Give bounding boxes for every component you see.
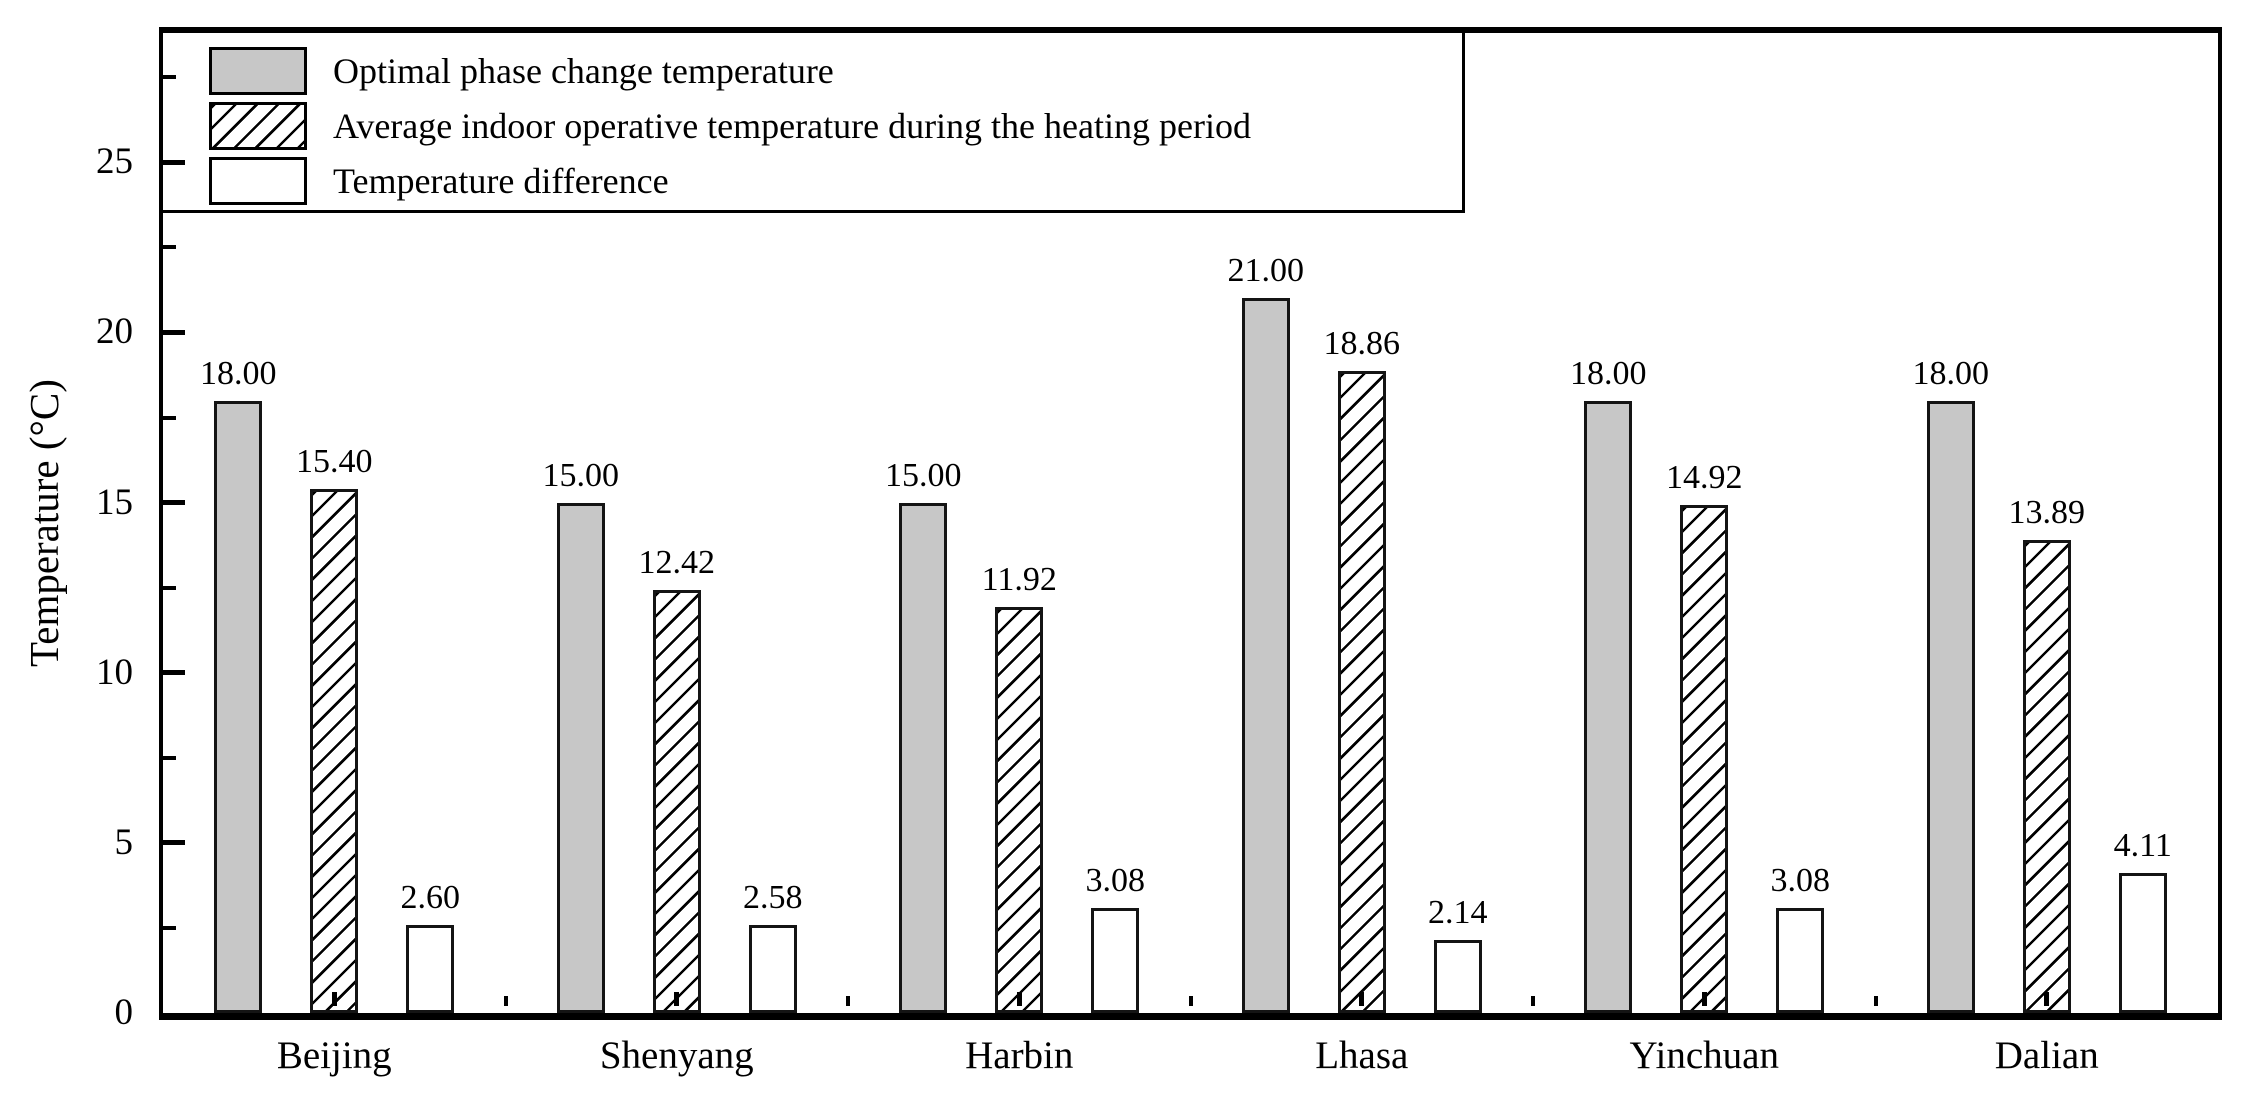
y-major-tick (163, 500, 185, 506)
x-minor-tick (846, 996, 850, 1006)
legend-item-temperature-difference: Temperature difference (209, 157, 1462, 205)
x-major-tick (2044, 992, 2050, 1006)
x-category-label: Lhasa (1315, 1034, 1409, 1077)
y-axis-tick-labels: 0 5 10 15 20 25 (0, 33, 148, 1033)
bar-value-label: 15.00 (542, 456, 620, 494)
y-major-tick (163, 670, 185, 676)
legend-swatch-white (209, 157, 307, 205)
x-major-tick (1016, 992, 1022, 1006)
x-major-tick (331, 992, 337, 1006)
y-minor-tick (163, 245, 176, 250)
bar-value-label: 18.00 (1570, 354, 1647, 392)
legend: Optimal phase change temperature Average… (163, 33, 1465, 213)
legend-item-optimal: Optimal phase change temperature (209, 47, 1462, 95)
y-tick-label: 10 (96, 651, 133, 693)
y-tick-label: 25 (96, 141, 133, 183)
bar-value-label: 15.00 (885, 456, 962, 494)
bar-value-label: 15.40 (296, 442, 373, 480)
x-axis-category-labels: Beijing Shenyang Harbin Lhasa Yinchuan Dalian (163, 1030, 2218, 1090)
bar-value-label: 3.08 (1085, 862, 1146, 900)
legend-label: Temperature difference (333, 161, 669, 201)
y-tick-label: 0 (114, 992, 134, 1033)
bar-value-label: 11.92 (981, 561, 1057, 599)
bar-value-label: 2.60 (400, 878, 461, 916)
bar-solid-gray-beijing (214, 400, 263, 1013)
x-major-tick (1359, 992, 1365, 1006)
bar-diagonal-hatch-shenyang (652, 590, 701, 1013)
plot-area: Optimal phase change temperature Average… (159, 27, 2222, 1020)
y-major-tick (163, 159, 185, 165)
bar-diagonal-hatch-beijing (310, 488, 359, 1013)
bar-solid-gray-yinchuan (1584, 400, 1633, 1013)
bar-diagonal-hatch-dalian (2022, 540, 2071, 1013)
bar-value-label: 18.00 (1912, 354, 1990, 392)
x-category-label: Yinchuan (1629, 1034, 1779, 1077)
bar-white-lhasa (1433, 940, 1482, 1013)
bar-white-shenyang (748, 925, 797, 1013)
x-major-tick (1701, 992, 1707, 1006)
y-tick-label: 20 (96, 311, 133, 353)
y-minor-tick (163, 75, 176, 80)
x-category-label: Harbin (965, 1034, 1074, 1077)
bar-solid-gray-dalian (1926, 400, 1975, 1013)
bar-white-dalian (2118, 873, 2167, 1013)
legend-swatch-diagonal-hatch (209, 102, 307, 150)
y-tick-label: 15 (96, 481, 133, 523)
bar-diagonal-hatch-yinchuan (1680, 505, 1729, 1013)
bar-value-label: 2.58 (743, 879, 803, 917)
bar-diagonal-hatch-harbin (995, 607, 1044, 1013)
y-axis-title: Temperature (°C) (21, 379, 67, 667)
y-minor-tick (163, 415, 176, 420)
legend-item-average-indoor: Average indoor operative temperature dur… (209, 102, 1462, 150)
bar-value-label: 4.11 (2113, 827, 2172, 865)
bar-value-label: 21.00 (1227, 252, 1305, 290)
bar-value-label: 3.08 (1770, 862, 1831, 900)
bar-value-label: 14.92 (1666, 459, 1743, 497)
legend-swatch-solid-gray (209, 47, 307, 95)
bar-value-label: 13.89 (2008, 494, 2086, 532)
bar-value-label: 2.14 (1428, 894, 1488, 932)
bar-white-beijing (406, 924, 455, 1013)
x-major-tick (674, 992, 680, 1006)
x-category-label: Beijing (276, 1034, 392, 1077)
bar-white-harbin (1091, 908, 1140, 1013)
x-category-label: Shenyang (599, 1034, 754, 1077)
x-minor-tick (503, 996, 508, 1006)
legend-label: Average indoor operative temperature dur… (333, 106, 1251, 146)
x-minor-tick (1531, 996, 1535, 1006)
y-major-tick (163, 329, 185, 335)
bar-diagonal-hatch-lhasa (1337, 371, 1386, 1013)
bar-solid-gray-lhasa (1241, 298, 1290, 1013)
y-minor-tick (163, 755, 176, 760)
x-category-label: Dalian (1994, 1034, 2099, 1077)
legend-label: Optimal phase change temperature (333, 51, 834, 91)
x-minor-tick (1873, 996, 1878, 1006)
y-minor-tick (163, 925, 176, 930)
bar-solid-gray-harbin (899, 502, 948, 1013)
bar-value-label: 18.86 (1323, 325, 1401, 363)
bar-value-label: 18.00 (200, 354, 277, 392)
bar-solid-gray-shenyang (556, 502, 605, 1013)
bar-value-label: 12.42 (638, 544, 716, 582)
y-minor-tick (163, 585, 176, 590)
bar-white-yinchuan (1776, 908, 1825, 1013)
x-minor-tick (1188, 996, 1193, 1006)
y-major-tick (163, 840, 185, 846)
y-tick-label: 5 (114, 821, 134, 863)
